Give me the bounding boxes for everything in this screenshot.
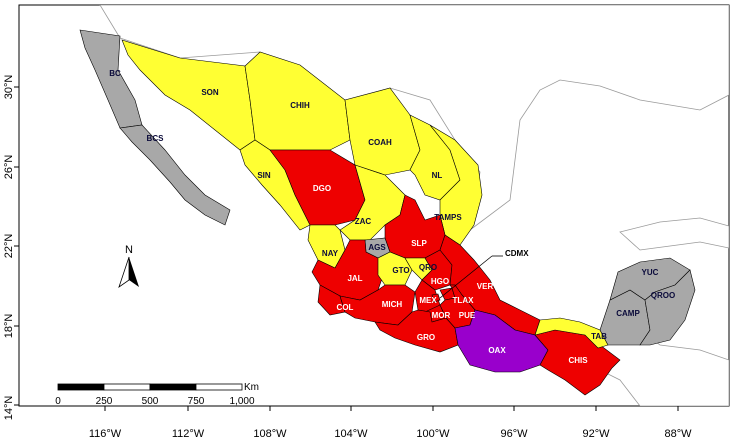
label-dgo: DGO (313, 184, 331, 193)
state-bcs (119, 124, 231, 226)
y-tick-18n: 18°N (3, 314, 15, 339)
label-col: COL (337, 303, 354, 312)
north-arrow: N (118, 244, 139, 289)
x-tick-88w: 88°W (664, 428, 692, 440)
label-camp: CAMP (616, 309, 640, 318)
scale-label-250: 250 (96, 396, 113, 407)
label-qroo: QROO (651, 291, 675, 300)
label-tamps: TAMPS (434, 213, 462, 222)
scale-unit: Km (244, 382, 259, 393)
x-tick-116w: 116°W (89, 428, 122, 440)
scale-bar: Km 0 250 500 750 1,000 (55, 382, 259, 407)
label-zac: ZAC (355, 217, 372, 226)
label-mich: MICH (382, 300, 403, 309)
label-coah: COAH (368, 138, 392, 147)
label-ags: AGS (368, 243, 386, 252)
y-tick-22n: 22°N (3, 234, 15, 259)
north-arrow-label: N (125, 244, 133, 256)
label-pue: PUE (459, 311, 476, 320)
x-tick-104w: 104°W (334, 428, 368, 440)
state-gro (374, 309, 459, 353)
x-tick-112w: 112°W (172, 428, 205, 440)
y-axis: 30°N 26°N 22°N 18°N 14°N (3, 75, 19, 421)
label-nl: NL (432, 171, 443, 180)
north-arrow-light-half (118, 256, 130, 289)
x-tick-100w: 100°W (416, 428, 450, 440)
label-son: SON (201, 88, 219, 97)
label-mor: MOR (432, 311, 451, 320)
x-axis: 116°W 112°W 108°W 104°W 100°W 96°W 92°W … (89, 406, 692, 440)
x-tick-92w: 92°W (582, 428, 610, 440)
label-slp: SLP (411, 239, 427, 248)
label-gto: GTO (392, 266, 409, 275)
label-bc: BC (109, 69, 121, 78)
scale-label-500: 500 (142, 396, 159, 407)
cdmx-leader-line (439, 255, 493, 299)
label-ver: VER (477, 282, 494, 291)
scale-seg-3 (149, 383, 197, 391)
label-tlax: TLAX (453, 296, 475, 305)
scale-seg-2 (103, 383, 151, 391)
state-mich (339, 284, 416, 326)
scale-seg-1 (57, 383, 105, 391)
scale-label-750: 750 (188, 396, 205, 407)
y-tick-26n: 26°N (3, 155, 15, 180)
cuba-land (619, 217, 729, 251)
y-tick-30n: 30°N (3, 75, 15, 100)
label-jal: JAL (347, 274, 362, 283)
label-yuc: YUC (642, 268, 659, 277)
scale-label-1000: 1,000 (229, 396, 254, 407)
label-sin: SIN (257, 171, 271, 180)
label-tab: TAB (591, 332, 607, 341)
scale-seg-4 (195, 383, 243, 391)
label-chih: CHIH (290, 101, 310, 110)
label-oax: OAX (488, 346, 506, 355)
state-tab (534, 317, 609, 349)
state-labels: BC BCS SON CHIH COAH SIN DGO NL TAMPS ZA… (109, 69, 675, 365)
x-tick-108w: 108°W (253, 428, 287, 440)
label-mex: MEX (419, 296, 437, 305)
label-chis: CHIS (568, 356, 588, 365)
state-gto (377, 251, 413, 286)
north-arrow-dark-half (129, 257, 139, 287)
label-bcs: BCS (147, 134, 165, 143)
x-tick-96w: 96°W (500, 428, 528, 440)
label-qro: QRO (419, 263, 437, 272)
label-nay: NAY (322, 249, 339, 258)
label-gro: GRO (417, 333, 435, 342)
y-tick-14n: 14°N (3, 396, 15, 421)
label-cdmx: CDMX (505, 249, 529, 258)
state-qroo (639, 269, 696, 346)
scale-label-0: 0 (55, 396, 61, 407)
state-cdmx (431, 293, 441, 303)
label-hgo: HGO (431, 277, 449, 286)
state-col (317, 284, 346, 316)
